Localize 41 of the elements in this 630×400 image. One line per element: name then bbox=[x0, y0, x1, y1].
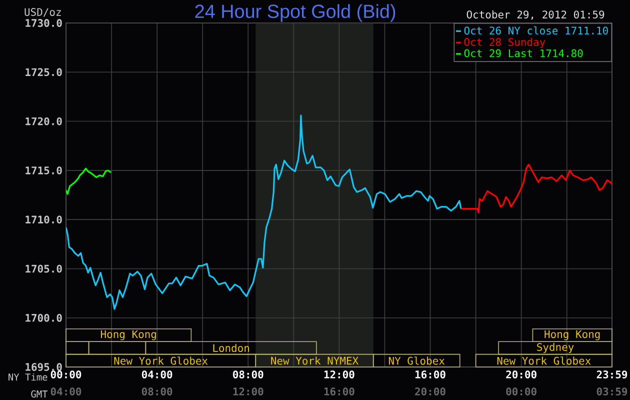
annotation: London bbox=[213, 344, 250, 352]
y-tick-label: 1710.0 bbox=[26, 216, 62, 224]
x-tick-label: 12:00 bbox=[324, 370, 354, 378]
annotation: Hong Kong bbox=[544, 330, 600, 340]
annotation: Sydney bbox=[537, 342, 574, 354]
annotation: New York Globex bbox=[114, 356, 208, 365]
x-tick-label: 23:59 bbox=[596, 370, 628, 378]
annotation: Hong Kong bbox=[100, 330, 156, 340]
y-axis-title: USD/oz bbox=[24, 8, 61, 17]
y-tick-label: 1720.0 bbox=[26, 117, 62, 126]
x-tick-label: 04:00 bbox=[142, 370, 172, 378]
legend-label: Oct 28 Sunday bbox=[464, 38, 546, 48]
y-tick-label: 1695.0 bbox=[26, 363, 62, 371]
legend-label: Oct 26 NY close 1711.10 bbox=[464, 26, 608, 35]
y-tick-label: 1700.0 bbox=[26, 314, 62, 322]
x2-tick-label: 12:00 bbox=[233, 388, 264, 396]
x-axis-title: NY Time bbox=[8, 373, 48, 381]
line-series bbox=[66, 114, 462, 310]
chart-subtitle: October 29, 2012 01:59 bbox=[466, 10, 604, 20]
x-tick-label: 08:00 bbox=[233, 370, 264, 378]
x-tick-label: 16:00 bbox=[415, 370, 446, 378]
x2-tick-label: 16:00 bbox=[324, 388, 354, 396]
y-tick-label: 1725.0 bbox=[26, 68, 62, 76]
x2-tick-label: 00:00 bbox=[506, 388, 536, 396]
y-tick-label: 1715.0 bbox=[26, 166, 62, 174]
x2-tick-label: 04:00 bbox=[50, 388, 82, 396]
chart-title: 24 Hour Spot Gold (Bid) bbox=[195, 4, 396, 22]
y-tick-label: 1730.0 bbox=[26, 19, 62, 27]
line-series bbox=[66, 168, 112, 195]
annotation: New York NYMEX bbox=[271, 356, 358, 365]
legend-label: Oct 29 Last 1714.80 bbox=[464, 49, 583, 58]
y-tick-label: 1705.0 bbox=[26, 264, 62, 273]
x2-tick-label: 08:00 bbox=[142, 388, 172, 396]
x-tick-label: 00:00 bbox=[50, 370, 82, 378]
x-tick-label: 20:00 bbox=[506, 370, 536, 378]
annotation: NY Globex bbox=[388, 356, 445, 365]
x2-axis-title: GMT bbox=[31, 390, 48, 398]
annotation: New York Globex bbox=[497, 356, 591, 365]
x2-tick-label: 03:59 bbox=[596, 388, 628, 396]
x2-tick-label: 20:00 bbox=[415, 388, 446, 396]
line-series bbox=[460, 164, 612, 214]
